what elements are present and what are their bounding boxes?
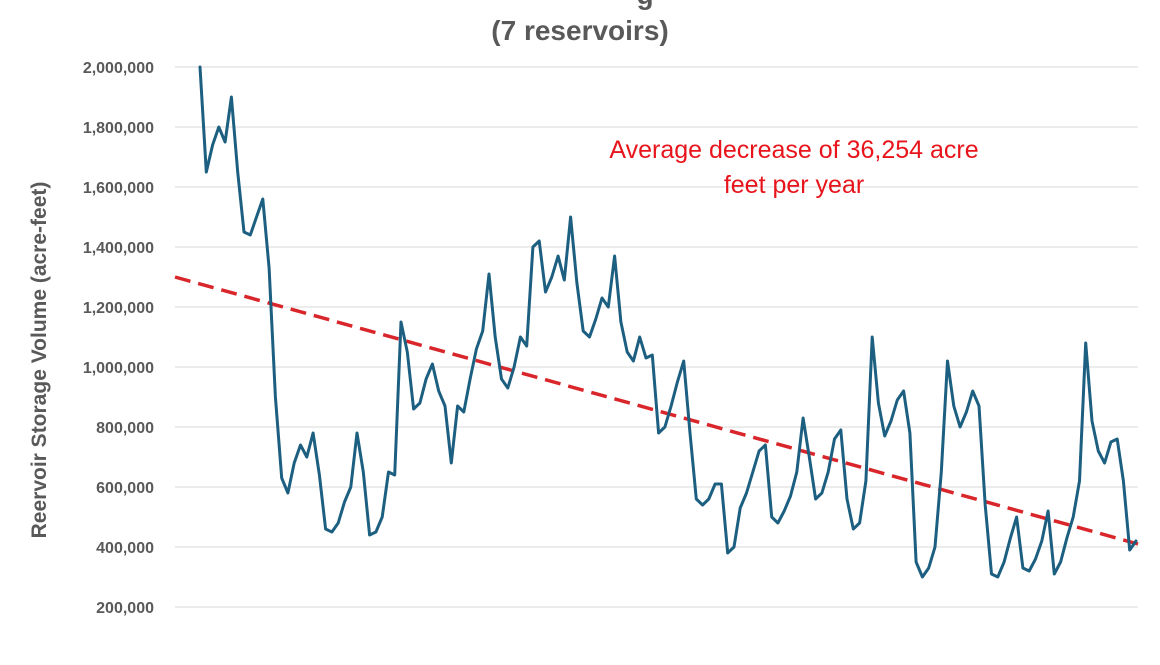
- y-tick-labels: 200,000 400,000 600,000 800,000 1,000,000 1,2…: [83, 60, 154, 617]
- y-tick-label: 1,800,000: [83, 120, 154, 137]
- annotation-line-2: feet per year: [724, 171, 864, 199]
- gridlines: [175, 66, 1138, 608]
- y-tick-label: 600,000: [96, 480, 154, 497]
- chart-title-fragment: g: [636, 0, 653, 10]
- storage-series-line: [198, 65, 1138, 579]
- y-tick-label: 1,600,000: [83, 180, 154, 197]
- y-tick-label: 1,000,000: [83, 360, 154, 377]
- y-tick-label: 2,000,000: [83, 60, 154, 77]
- annotation-line-1: Average decrease of 36,254 acre: [609, 136, 978, 164]
- y-tick-label: 1,200,000: [83, 300, 154, 317]
- series-layer: [174, 65, 1139, 579]
- y-axis-label: Reervoir Storage Volume (acre-feet): [28, 182, 51, 539]
- y-tick-label: 1,400,000: [83, 240, 154, 257]
- chart-subtitle: (7 reservoirs): [491, 15, 668, 46]
- y-tick-label: 200,000: [96, 600, 154, 617]
- y-tick-label: 400,000: [96, 540, 154, 557]
- y-tick-label: 800,000: [96, 420, 154, 437]
